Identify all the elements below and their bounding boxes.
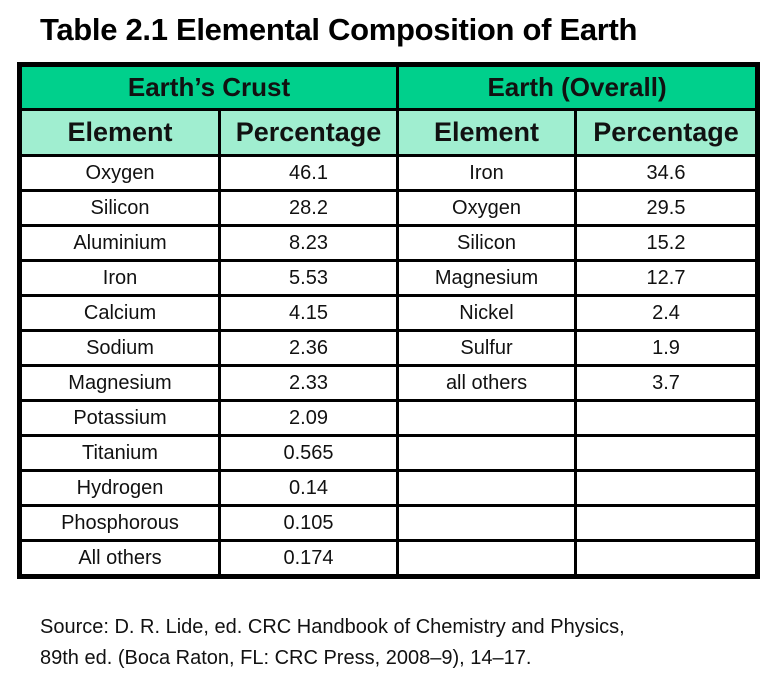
crust-percentage-cell: 2.33: [217, 364, 400, 402]
crust-percentage-cell: 0.105: [217, 504, 400, 542]
overall-percentage-cell: 29.5: [574, 189, 760, 227]
overall-element-cell: [396, 469, 578, 507]
overall-element-cell: Iron: [396, 154, 578, 192]
overall-percentage-cell: [574, 504, 760, 542]
overall-percentage-cell: 12.7: [574, 259, 760, 297]
table-title: Table 2.1 Elemental Composition of Earth: [40, 12, 638, 47]
overall-element-cell: [396, 539, 578, 578]
crust-element-cell: Phosphorous: [18, 504, 221, 542]
crust-element-cell: Aluminium: [18, 224, 221, 262]
crust-percentage-cell: 5.53: [217, 259, 400, 297]
overall-element-cell: [396, 399, 578, 437]
column-header-overall-element: Element: [396, 108, 578, 157]
group-header-overall: Earth (Overall): [396, 63, 760, 111]
crust-percentage-cell: 28.2: [217, 189, 400, 227]
source-citation: Source: D. R. Lide, ed. CRC Handbook of …: [40, 612, 625, 674]
column-header-row: Element Percentage Element Percentage: [18, 108, 760, 157]
crust-element-cell: Oxygen: [18, 154, 221, 192]
group-header-crust: Earth’s Crust: [17, 63, 400, 111]
column-header-overall-percentage: Percentage: [574, 108, 760, 157]
table-row: Hydrogen 0.14: [18, 469, 760, 507]
crust-percentage-cell: 4.15: [217, 294, 400, 332]
table-row: Potassium 2.09: [18, 399, 760, 437]
overall-percentage-cell: 15.2: [574, 224, 760, 262]
crust-element-cell: Iron: [18, 259, 221, 297]
table-row: Magnesium 2.33 all others 3.7: [18, 364, 760, 402]
table-row: Aluminium 8.23 Silicon 15.2: [18, 224, 760, 262]
crust-percentage-cell: 0.14: [217, 469, 400, 507]
crust-percentage-cell: 46.1: [217, 154, 400, 192]
group-header-row: Earth’s Crust Earth (Overall): [17, 63, 760, 111]
overall-element-cell: [396, 434, 578, 472]
crust-percentage-cell: 2.36: [217, 329, 400, 367]
crust-element-cell: Potassium: [18, 399, 221, 437]
overall-percentage-cell: [574, 469, 760, 507]
crust-element-cell: Titanium: [18, 434, 221, 472]
crust-element-cell: Magnesium: [18, 364, 221, 402]
crust-percentage-cell: 8.23: [217, 224, 400, 262]
table-row: Iron 5.53 Magnesium 12.7: [18, 259, 760, 297]
overall-element-cell: Sulfur: [396, 329, 578, 367]
table-row: Titanium 0.565: [18, 434, 760, 472]
overall-percentage-cell: 2.4: [574, 294, 760, 332]
crust-element-cell: Sodium: [18, 329, 221, 367]
source-line-1: Source: D. R. Lide, ed. CRC Handbook of …: [40, 616, 625, 638]
overall-element-cell: Silicon: [396, 224, 578, 262]
table-row: Silicon 28.2 Oxygen 29.5: [18, 189, 760, 227]
crust-percentage-cell: 2.09: [217, 399, 400, 437]
elemental-composition-table: Earth’s Crust Earth (Overall) Element Pe…: [17, 62, 761, 579]
crust-element-cell: Calcium: [18, 294, 221, 332]
overall-element-cell: [396, 504, 578, 542]
overall-percentage-cell: [574, 434, 760, 472]
overall-element-cell: Oxygen: [396, 189, 578, 227]
crust-element-cell: Silicon: [18, 189, 221, 227]
column-header-crust-percentage: Percentage: [217, 108, 400, 157]
overall-percentage-cell: 34.6: [574, 154, 760, 192]
table-row: Phosphorous 0.105: [18, 504, 760, 542]
table-row: Calcium 4.15 Nickel 2.4: [18, 294, 760, 332]
overall-percentage-cell: 3.7: [574, 364, 760, 402]
overall-percentage-cell: [574, 399, 760, 437]
source-line-2: 89th ed. (Boca Raton, FL: CRC Press, 200…: [40, 647, 532, 669]
table-row: Oxygen 46.1 Iron 34.6: [18, 154, 760, 192]
overall-percentage-cell: 1.9: [574, 329, 760, 367]
table-row: Sodium 2.36 Sulfur 1.9: [18, 329, 760, 367]
crust-percentage-cell: 0.565: [217, 434, 400, 472]
crust-element-cell: Hydrogen: [18, 469, 221, 507]
crust-percentage-cell: 0.174: [217, 539, 400, 578]
overall-element-cell: Magnesium: [396, 259, 578, 297]
column-header-crust-element: Element: [18, 108, 221, 157]
crust-element-cell: All others: [18, 539, 221, 578]
table-row: All others 0.174: [18, 539, 760, 578]
overall-percentage-cell: [574, 539, 760, 578]
overall-element-cell: all others: [396, 364, 578, 402]
overall-element-cell: Nickel: [396, 294, 578, 332]
